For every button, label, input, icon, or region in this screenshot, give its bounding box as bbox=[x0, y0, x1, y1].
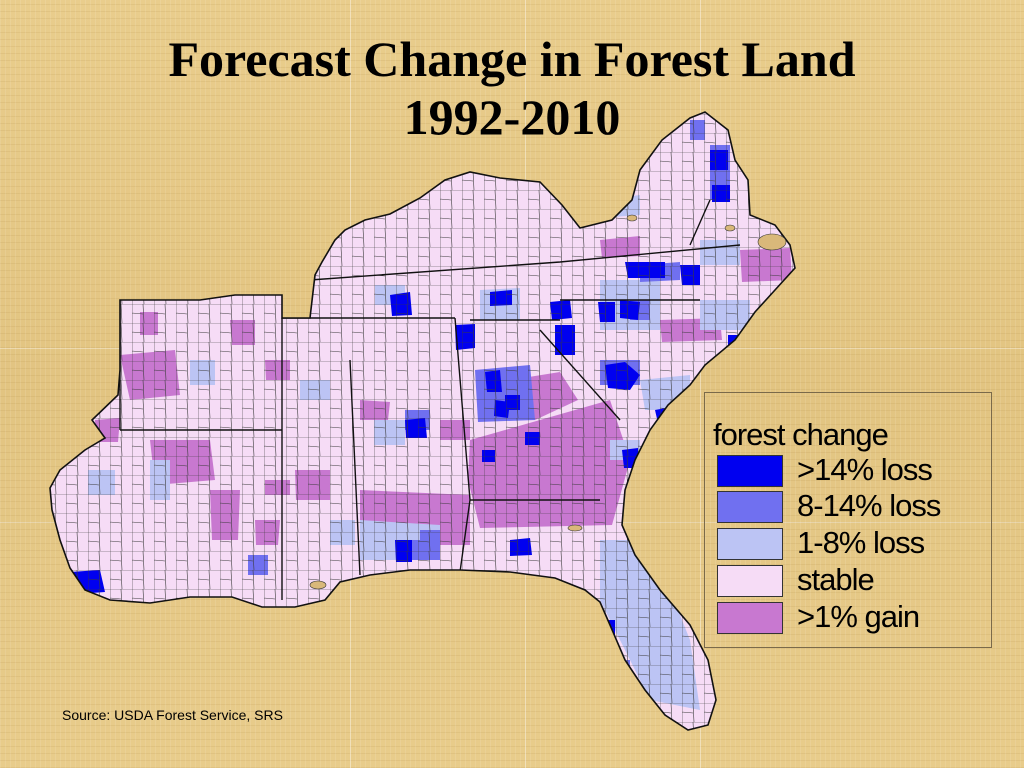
legend-swatch bbox=[717, 528, 783, 560]
legend-swatch bbox=[717, 491, 783, 523]
legend-title: forest change bbox=[713, 417, 889, 452]
legend-label: stable bbox=[797, 562, 875, 597]
water-bodies bbox=[309, 214, 787, 590]
title-line-2: 1992-2010 bbox=[403, 89, 621, 145]
county-cluster bbox=[608, 660, 630, 690]
background-tile-line bbox=[700, 0, 701, 768]
legend-swatch bbox=[717, 455, 783, 487]
legend-label: >1% gain bbox=[797, 599, 920, 634]
source-note: Source: USDA Forest Service, SRS bbox=[62, 707, 283, 723]
county-borders bbox=[50, 112, 795, 730]
legend-label: >14% loss bbox=[797, 452, 933, 487]
legend-swatch bbox=[717, 602, 783, 634]
legend-label: 1-8% loss bbox=[797, 525, 925, 560]
legend-swatch bbox=[717, 565, 783, 597]
state-borders bbox=[119, 199, 741, 600]
legend: forest change >14% loss 8-14% loss 1-8% … bbox=[704, 392, 992, 648]
legend-label: 8-14% loss bbox=[797, 488, 941, 523]
title-line-1: Forecast Change in Forest Land bbox=[168, 31, 856, 87]
page-title: Forecast Change in Forest Land 1992-2010 bbox=[0, 30, 1024, 146]
